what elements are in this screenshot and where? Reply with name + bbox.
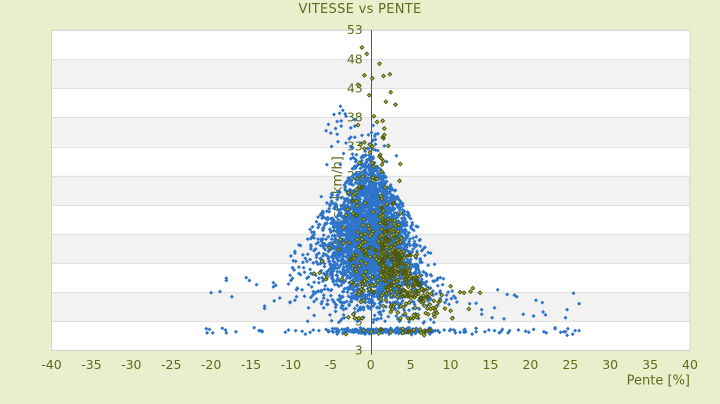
x-tick-label: 30 — [602, 357, 618, 372]
plot-band — [51, 59, 690, 89]
x-tick-label: -40 — [41, 357, 61, 372]
plot-band — [51, 30, 690, 60]
series-olive-points[interactable] — [311, 44, 483, 338]
x-tick-label: 0 — [367, 357, 375, 372]
x-tick-label: -25 — [161, 357, 181, 372]
x-tick-label: 40 — [682, 357, 698, 372]
plot-band — [51, 88, 690, 118]
x-tick-label: -10 — [281, 357, 301, 372]
x-tick-label: -30 — [121, 357, 141, 372]
x-tick-label: 25 — [562, 357, 578, 372]
y-tick-label: 3 — [355, 343, 363, 358]
x-tick-label: -35 — [81, 357, 101, 372]
plot-band — [51, 321, 690, 351]
x-axis-title: Pente [%] — [627, 373, 690, 388]
chart-title: VITESSE vs PENTE — [298, 2, 422, 17]
y-tick-label: 43 — [347, 80, 363, 95]
x-tick-label: 15 — [483, 357, 499, 372]
x-tick-label: 10 — [443, 357, 459, 372]
x-axis-tick-labels: -40 -35 -30 -25 -20 -15 -10 -5 0 5 10 15 20 25 30 35 40 — [41, 357, 698, 372]
plot-border — [51, 29, 691, 351]
y-tick-label: 53 — [347, 22, 363, 37]
x-tick-label: 5 — [407, 357, 415, 372]
x-tick-label: -15 — [241, 357, 261, 372]
y-tick-label: 38 — [347, 110, 363, 125]
y-tick-label: 33 — [347, 139, 363, 154]
y-tick-label: 48 — [347, 51, 363, 66]
x-tick-label: -5 — [325, 357, 337, 372]
x-tick-label: 20 — [522, 357, 538, 372]
x-tick-label: 35 — [642, 357, 658, 372]
x-tick-label: -20 — [201, 357, 221, 372]
